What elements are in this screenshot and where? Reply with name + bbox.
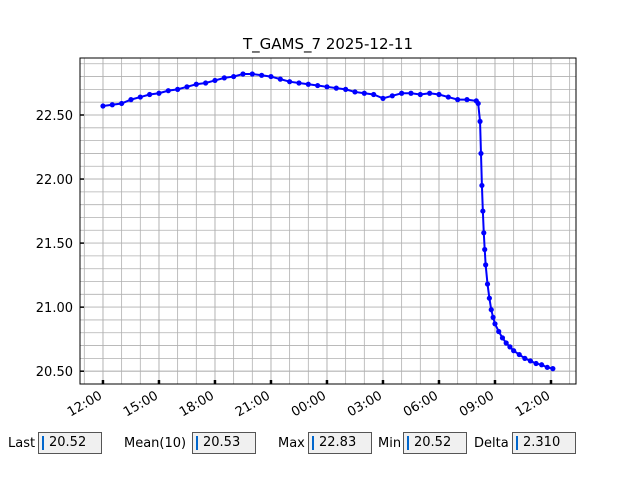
data-point (324, 84, 330, 90)
x-tick-label: 12:00 (65, 388, 105, 420)
data-point (445, 94, 451, 100)
x-tick-label: 00:00 (289, 388, 329, 420)
data-point (352, 89, 358, 95)
data-point (380, 95, 386, 101)
data-point (259, 72, 265, 78)
data-point (156, 90, 162, 96)
y-tick-label: 22.50 (36, 109, 73, 124)
data-point (184, 84, 190, 90)
data-point (436, 91, 442, 98)
data-point (119, 100, 125, 107)
data-point (221, 75, 227, 81)
data-point (296, 80, 302, 86)
plot-area (80, 58, 576, 384)
data-point (100, 103, 106, 109)
data-point (109, 102, 115, 108)
data-point (408, 90, 414, 96)
chart-title: T_GAMS_7 2025-12-11 (242, 35, 413, 54)
stat-label: Max (278, 436, 305, 451)
data-point (137, 94, 143, 100)
data-point (477, 118, 483, 125)
data-point (128, 97, 134, 103)
data-point (231, 73, 237, 80)
data-point (175, 86, 181, 92)
data-point (503, 340, 509, 346)
data-point (249, 71, 255, 77)
data-point (193, 81, 199, 87)
data-point (483, 262, 489, 268)
x-tick-label: 18:00 (177, 388, 217, 420)
data-point (488, 307, 494, 313)
data-point (399, 90, 405, 96)
data-point (203, 80, 209, 86)
y-tick-label: 20.50 (36, 365, 73, 380)
y-tick-label: 21.00 (36, 301, 73, 316)
data-point (533, 360, 539, 367)
data-point (492, 321, 498, 327)
data-point (479, 182, 485, 189)
plot-frame (79, 57, 577, 385)
data-point (455, 97, 461, 103)
stat-label: Mean(10) (124, 436, 187, 451)
data-point (315, 82, 321, 89)
data-point (539, 362, 545, 368)
stat-field[interactable]: 20.53 (192, 432, 256, 454)
data-point (499, 335, 506, 341)
data-point (496, 328, 502, 335)
data-point (333, 85, 339, 91)
stat-label: Last (8, 436, 36, 451)
y-tick-label: 21.50 (36, 237, 73, 252)
stat-field[interactable]: 20.52 (403, 432, 467, 454)
data-point (240, 71, 246, 77)
data-point (361, 90, 367, 96)
data-point (475, 100, 481, 107)
x-tick-label: 12:00 (513, 388, 553, 420)
data-point (481, 230, 487, 236)
data-point (427, 90, 433, 96)
stat-label: Delta (474, 436, 509, 451)
data-point (389, 93, 395, 99)
x-tick-label: 09:00 (457, 388, 497, 420)
data-point (482, 246, 488, 253)
x-tick-label: 21:00 (233, 388, 273, 420)
data-point (522, 355, 528, 361)
stat-field[interactable]: 22.83 (308, 432, 372, 454)
stat-field[interactable]: 2.310 (512, 432, 576, 454)
data-point (486, 295, 492, 301)
data-point (165, 88, 171, 94)
data-point (417, 91, 423, 98)
data-point (212, 77, 218, 84)
data-point (268, 73, 274, 80)
x-tick-label: 15:00 (121, 388, 161, 420)
x-tick-label: 06:00 (401, 388, 441, 420)
data-point (277, 76, 283, 82)
data-point (516, 351, 522, 358)
data-point (478, 150, 484, 157)
stat-label: Min (378, 436, 402, 451)
data-point (147, 91, 153, 98)
data-point (464, 97, 470, 103)
data-point (490, 314, 496, 320)
data-point (287, 79, 293, 85)
data-point (371, 91, 377, 98)
data-point (511, 348, 517, 354)
data-point (305, 81, 311, 87)
y-tick-label: 22.00 (36, 173, 73, 188)
data-point (480, 208, 486, 214)
data-point (343, 86, 349, 92)
data-point (550, 366, 556, 372)
data-point (507, 344, 513, 350)
x-tick-label: 03:00 (345, 388, 385, 420)
data-point (544, 364, 550, 370)
data-point (527, 358, 534, 364)
data-point (484, 281, 491, 287)
stat-field[interactable]: 20.52 (38, 432, 102, 454)
